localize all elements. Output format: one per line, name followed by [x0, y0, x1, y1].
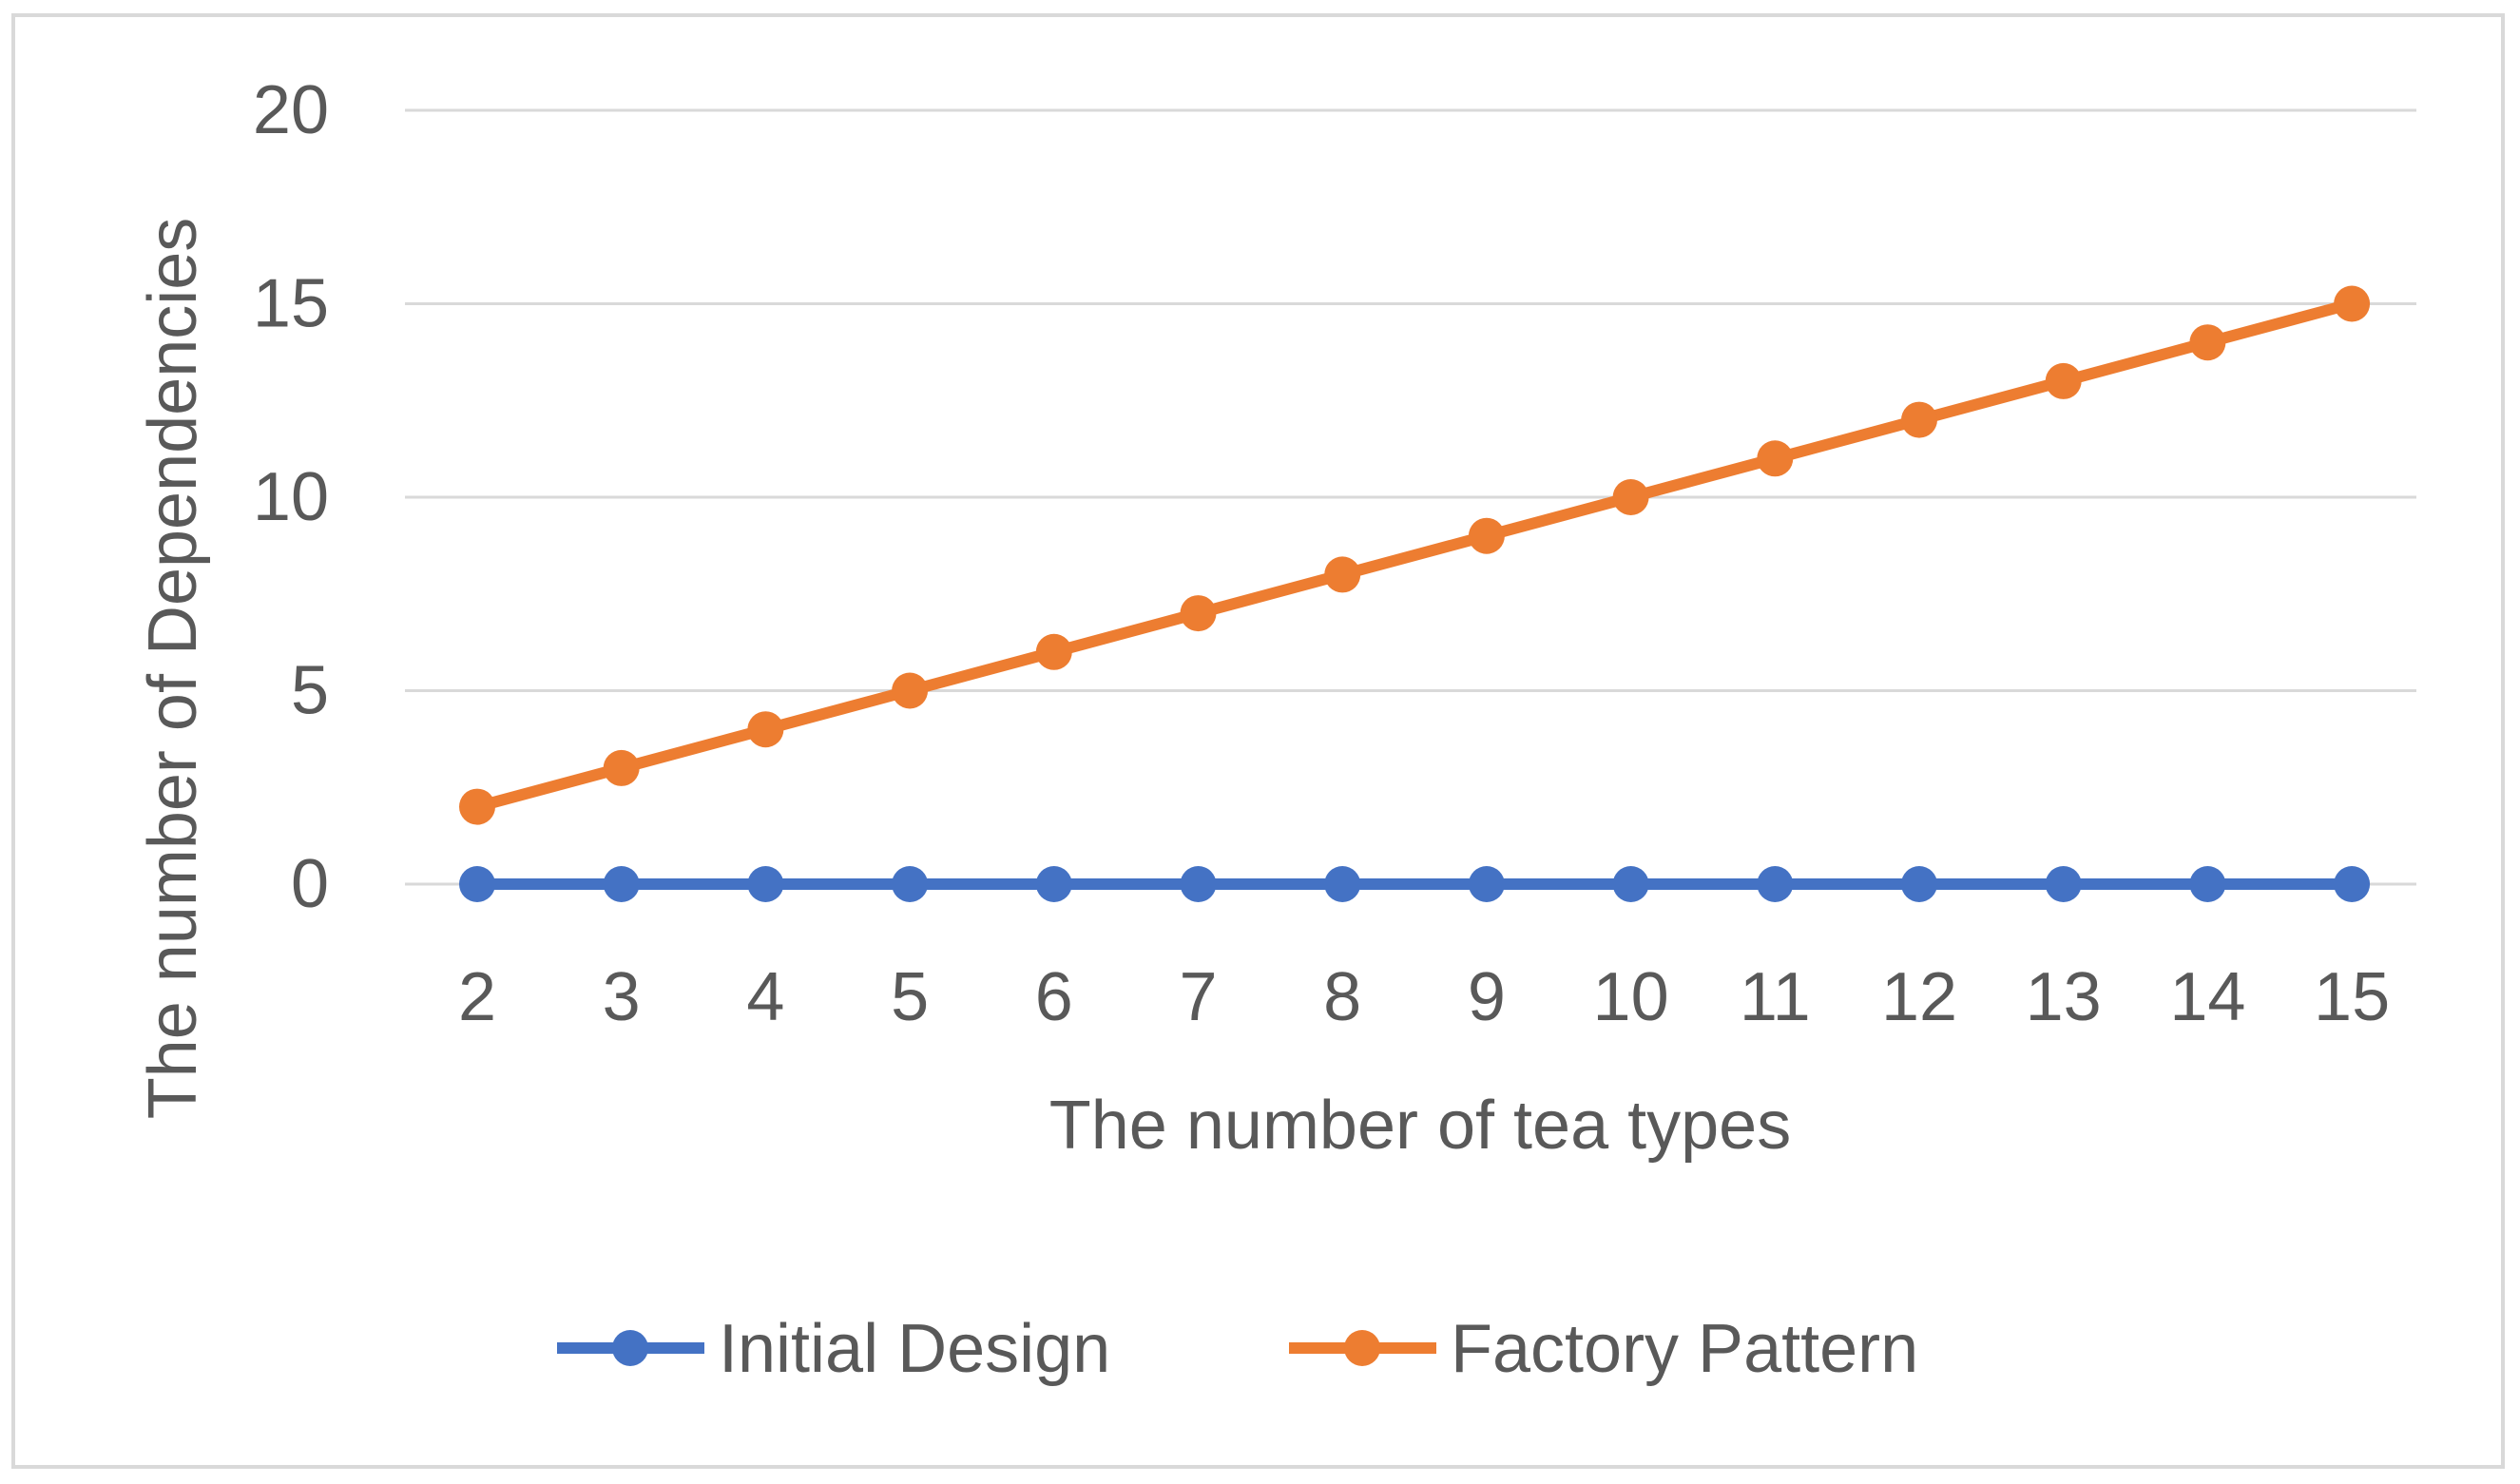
data-point: [2045, 362, 2082, 399]
legend-item: Factory Pattern: [1289, 1311, 1918, 1387]
data-point: [1035, 866, 1072, 902]
data-point: [1180, 595, 1217, 632]
gridlines: [405, 108, 2416, 886]
data-point: [459, 866, 495, 902]
legend-marker-swatch: [612, 1330, 648, 1366]
y-axis-tick-labels: 0 5 10 15 20: [253, 72, 329, 922]
data-point: [1612, 479, 1649, 515]
data-point: [892, 866, 929, 902]
y-tick-label: 10: [253, 459, 329, 535]
x-tick-label: 11: [1740, 959, 1811, 1035]
x-tick-label: 5: [891, 959, 929, 1035]
x-tick-label: 3: [603, 959, 641, 1035]
x-tick-label: 14: [2169, 959, 2245, 1035]
data-point: [2334, 866, 2371, 902]
data-point: [1757, 440, 1794, 477]
data-point: [2334, 285, 2371, 322]
y-tick-label: 5: [291, 653, 329, 729]
legend-label: Factory Pattern: [1451, 1311, 1918, 1387]
x-axis-tick-labels: 2 3 4 5 6 7 8 9 10 11 12 13 14 15: [458, 959, 2390, 1035]
data-point: [1035, 633, 1072, 670]
legend-item: Initial Design: [557, 1311, 1110, 1387]
x-tick-label: 13: [2026, 959, 2102, 1035]
x-tick-label: 12: [1881, 959, 1957, 1035]
chart-frame: 0 5 10 15 20 2 3 4 5 6 7 8 9 10 11 12 13 14 15 The number…: [11, 13, 2505, 1469]
y-axis-title: The number of Dependencies: [135, 218, 211, 1120]
data-point: [603, 749, 640, 786]
data-point: [892, 672, 929, 709]
y-tick-label: 0: [291, 846, 329, 922]
x-tick-label: 4: [746, 959, 784, 1035]
data-point: [1324, 866, 1361, 902]
data-point: [603, 866, 640, 902]
legend: Initial Design Factory Pattern: [557, 1311, 1918, 1387]
series-layer: [459, 285, 2371, 902]
data-point: [1612, 866, 1649, 902]
data-point: [747, 866, 784, 902]
data-point: [2045, 866, 2082, 902]
legend-marker-swatch: [1344, 1330, 1380, 1366]
x-tick-label: 9: [1468, 959, 1506, 1035]
x-tick-label: 7: [1179, 959, 1217, 1035]
x-axis-title: The number of tea types: [1049, 1088, 1791, 1164]
x-tick-label: 2: [458, 959, 496, 1035]
data-point: [1324, 556, 1361, 593]
series-2: [459, 285, 2371, 825]
data-point: [747, 711, 784, 748]
line-chart: 0 5 10 15 20 2 3 4 5 6 7 8 9 10 11 12 13 14 15 The number…: [135, 72, 2416, 1387]
data-point: [1468, 866, 1505, 902]
series-1: [459, 866, 2371, 902]
series-line: [471, 298, 2358, 813]
y-tick-label: 20: [253, 72, 329, 148]
x-tick-label: 8: [1323, 959, 1361, 1035]
data-point: [1180, 866, 1217, 902]
data-point: [2189, 324, 2226, 361]
data-point: [1468, 517, 1505, 554]
x-tick-label: 6: [1035, 959, 1073, 1035]
legend-label: Initial Design: [719, 1311, 1110, 1387]
x-tick-label: 10: [1593, 959, 1669, 1035]
y-tick-label: 15: [253, 266, 329, 342]
data-point: [1901, 866, 1937, 902]
data-point: [1757, 866, 1794, 902]
data-point: [1901, 401, 1937, 438]
x-tick-label: 15: [2314, 959, 2390, 1035]
data-point: [2189, 866, 2226, 902]
data-point: [459, 788, 495, 825]
